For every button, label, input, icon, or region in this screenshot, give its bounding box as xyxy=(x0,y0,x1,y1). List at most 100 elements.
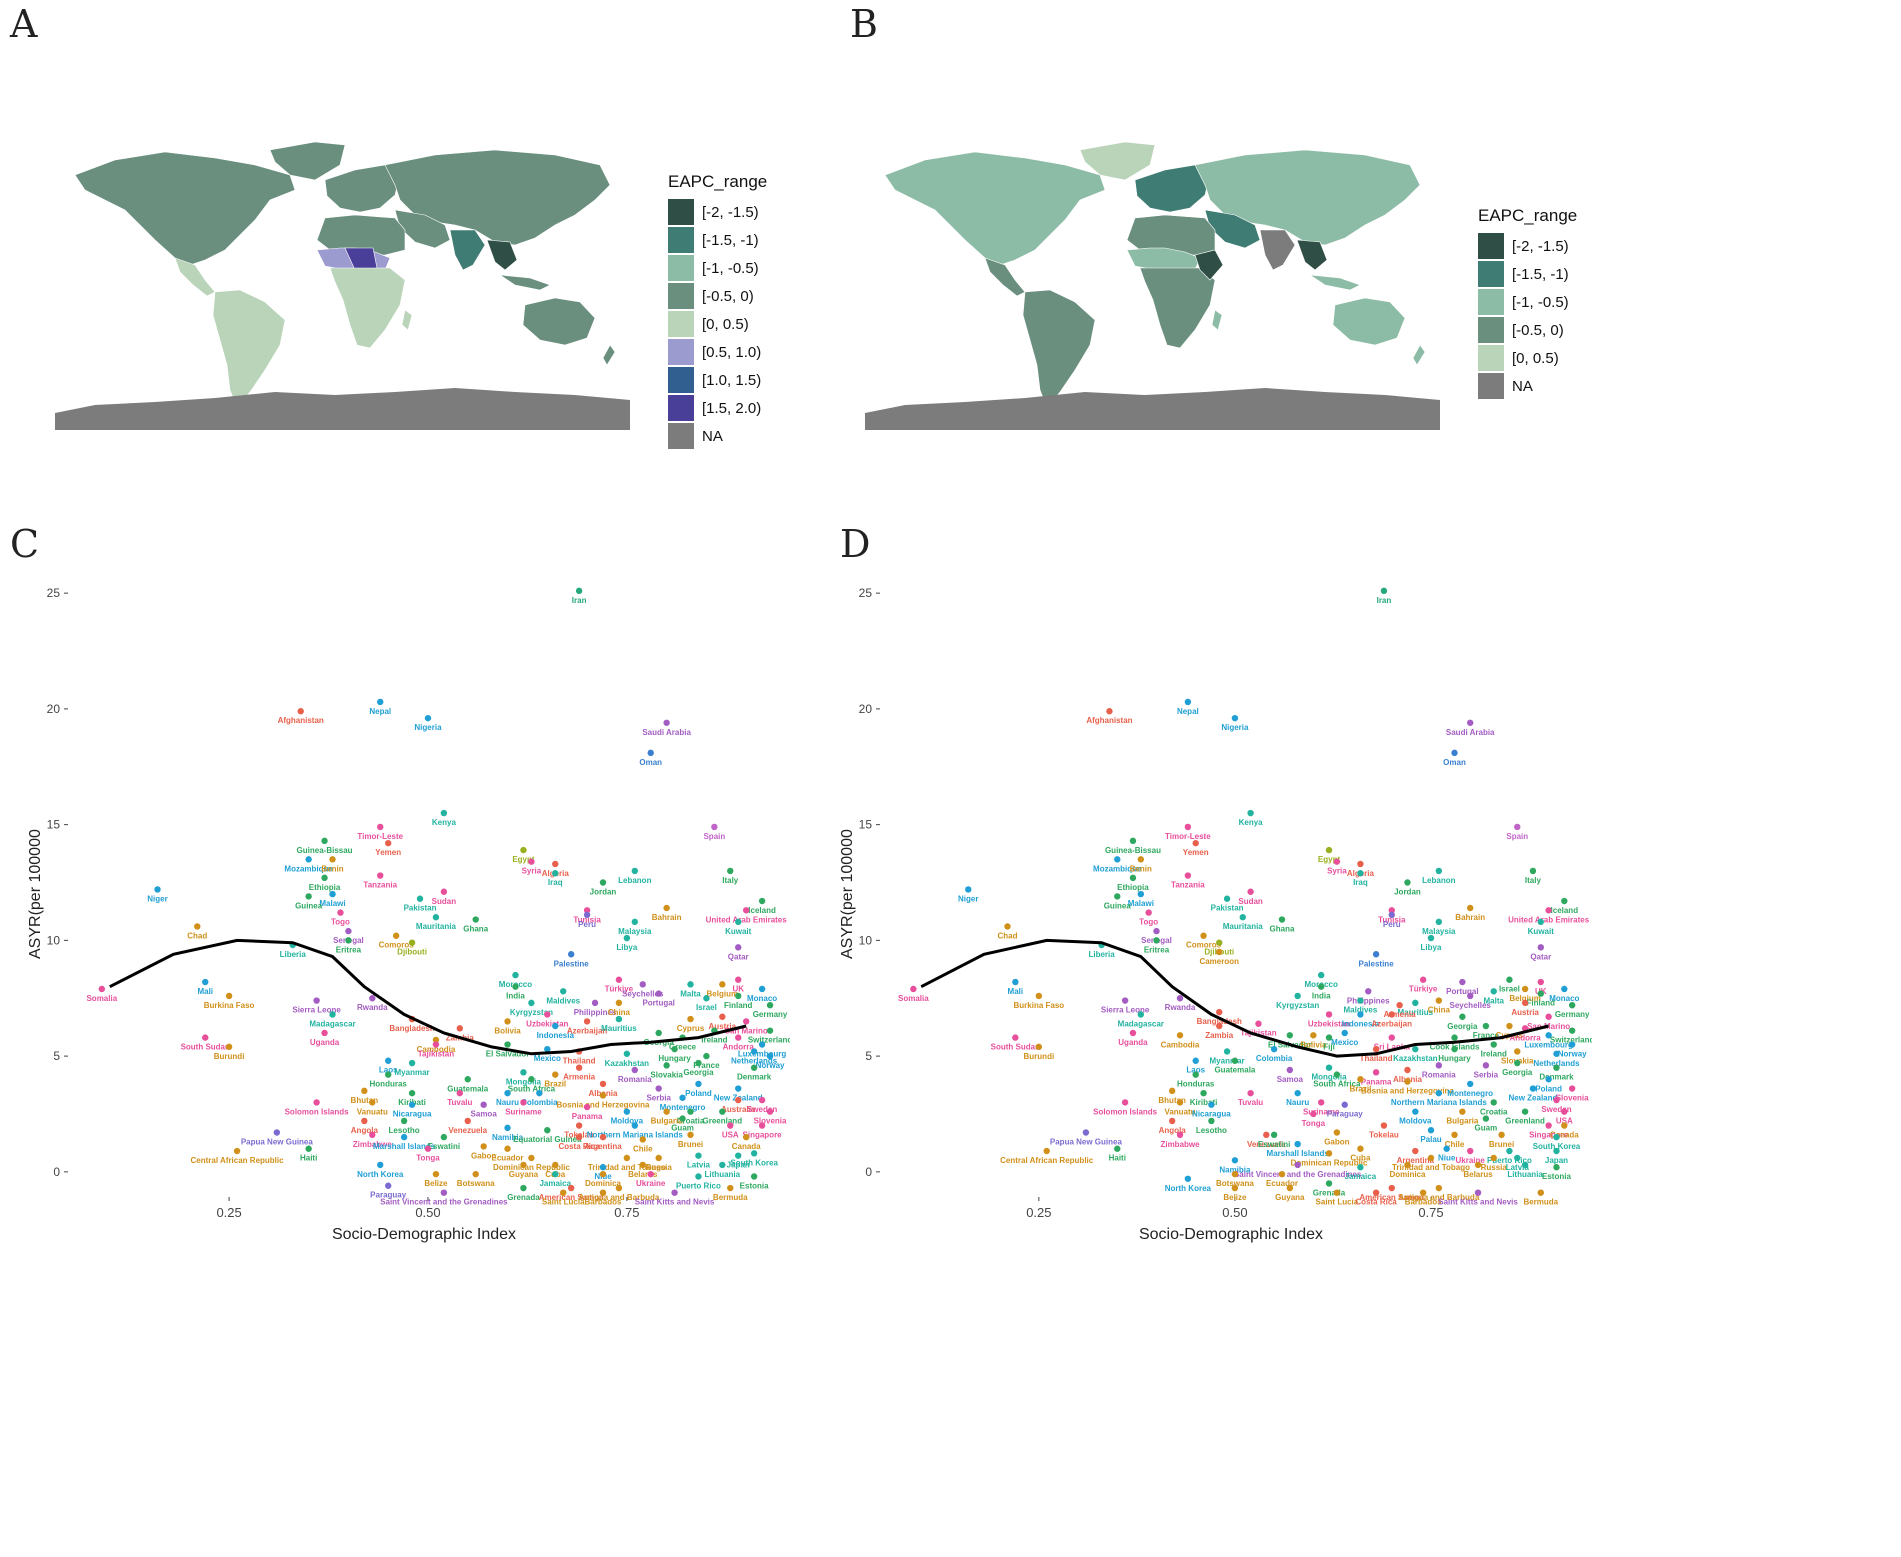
plot-d-point-label: Libya xyxy=(1421,943,1442,952)
plot-c-data-point xyxy=(464,1117,471,1125)
plot-d-data-point xyxy=(1388,911,1395,919)
plot-d-point-label: Mauritius xyxy=(1398,1008,1434,1017)
plot-d-point-label: Tuvalu xyxy=(1238,1098,1263,1107)
plot-d-point-label: Saint Lucia xyxy=(1316,1198,1359,1207)
plot-d-point-label: Romania xyxy=(1422,1070,1456,1079)
plot-c-point-label: South Africa xyxy=(508,1084,556,1093)
plot-d-point-label: Fiji xyxy=(1323,1043,1335,1052)
plot-c-data-point xyxy=(369,995,376,1002)
map-a-central-america xyxy=(174,257,216,297)
plot-d-data-point xyxy=(1325,1011,1333,1018)
plot-d-point-label: Gabon xyxy=(1324,1138,1349,1147)
plot-c-point-label: Syria xyxy=(522,867,542,876)
plot-d-data-point xyxy=(1317,971,1325,979)
plot-d-point-label: Georgia xyxy=(1502,1068,1533,1077)
plot-d-data-point xyxy=(1357,860,1364,868)
plot-d-point-label: Maldives xyxy=(1344,1006,1378,1015)
legend-a-row: [1.0, 1.5) xyxy=(668,366,767,394)
plot-d-point-label: Paraguay xyxy=(1327,1110,1364,1119)
plot-c-data-point xyxy=(663,719,670,726)
plot-d-data-point xyxy=(1435,1184,1443,1192)
legend-a-label: [0.5, 1.0) xyxy=(702,343,762,361)
plot-d-data-point xyxy=(1310,1032,1317,1039)
plot-d-point-label: American Samoa xyxy=(1359,1193,1424,1202)
map-b-greenland xyxy=(1079,141,1156,181)
plot-c-data-point xyxy=(599,1164,607,1171)
plot-c-data-point xyxy=(735,1085,742,1092)
plot-d-data-point xyxy=(1412,1147,1419,1155)
plot-d-point-label: Norway xyxy=(1558,1050,1587,1059)
plot-d-data-point xyxy=(1521,1108,1529,1115)
plot-d-point-label: Yemen xyxy=(1183,848,1209,857)
plot-d-data-point xyxy=(1521,985,1529,993)
plot-c-point-label: Palestine xyxy=(554,959,590,968)
plot-c-data-point xyxy=(552,1161,559,1169)
plot-d-point-label: Benin xyxy=(1130,864,1152,873)
plot-c-data-point xyxy=(520,846,527,854)
plot-d-data-point xyxy=(1435,918,1443,926)
panel-letter-a: A xyxy=(10,2,38,46)
plot-c-data-point xyxy=(758,1096,766,1104)
plot-d-point-label: Mexico xyxy=(1331,1038,1358,1047)
plot-d-point-label: Finland xyxy=(1527,999,1556,1008)
plot-d-point-label: Brazil xyxy=(1350,1084,1372,1093)
plot-d-point-label: Argentina xyxy=(1397,1156,1435,1165)
plot-d-point-label: Saint Vincent and the Grenadines xyxy=(1234,1170,1362,1179)
plot-c-point-label: Australia xyxy=(721,1105,756,1114)
plot-d-point-label: New Zealand xyxy=(1508,1094,1557,1103)
plot-d-point-label: Italy xyxy=(1525,876,1542,885)
plot-d-data-point xyxy=(1372,1189,1380,1196)
plot-d-data-point xyxy=(1553,1064,1560,1071)
plot-c-point-label: Norway xyxy=(756,1061,785,1070)
plot-d-point-label: Türkiye xyxy=(1409,985,1438,994)
plot-c-point-label: Spain xyxy=(703,832,725,841)
plot-d-point-label: Timor-Leste xyxy=(1165,832,1211,841)
plot-c-data-point xyxy=(313,997,320,1004)
plot-d-point-label: Qatar xyxy=(1530,952,1551,961)
plot-c-data-point xyxy=(735,1152,742,1159)
map-b-africa-south xyxy=(1139,267,1216,349)
plot-c-data-point xyxy=(472,916,479,923)
plot-c-data-point xyxy=(194,923,201,930)
plot-c-data-point xyxy=(742,907,750,914)
plot-c-data-point xyxy=(583,1018,591,1025)
plot-d-data-point xyxy=(1247,809,1254,817)
plot-d-point-label: Ireland xyxy=(1481,1050,1507,1059)
plot-c-point-label: Dominica xyxy=(585,1179,622,1188)
plot-d-data-point xyxy=(1200,932,1207,939)
plot-d-point-label: Nigeria xyxy=(1221,723,1249,732)
plot-d-data-point xyxy=(1106,708,1113,715)
plot-d-point-label: Northern Mariana Islands xyxy=(1391,1098,1488,1107)
plot-c-data-point xyxy=(480,1143,487,1150)
plot-c-point-label: Guinea xyxy=(295,901,323,910)
plot-c-point-label: Guinea-Bissau xyxy=(297,846,353,855)
plot-c-data-point xyxy=(623,1108,631,1115)
plot-c-data-point xyxy=(615,1015,623,1023)
plot-d-point-label: Poland xyxy=(1535,1084,1562,1093)
plot-d-point-label: Russia xyxy=(1481,1163,1508,1172)
plot-c-data-point xyxy=(766,1052,774,1060)
map-b-antarctica xyxy=(865,388,1440,430)
scatter-plot-d: 0 5 10 15 20 25 0.25 0.50 0.75 Socio-Demographic … xyxy=(839,586,1592,1243)
plot-c-point-label: Germany xyxy=(753,1010,788,1019)
map-a-africa-north xyxy=(316,214,406,256)
plot-c-data-point xyxy=(385,1182,392,1189)
map-a-australia xyxy=(522,297,596,346)
plot-d-point-label: Grenada xyxy=(1313,1188,1346,1197)
plot-c-data-point xyxy=(472,1170,479,1178)
plot-d-point-label: Spain xyxy=(1506,832,1528,841)
plot-d-point-label: Afghanistan xyxy=(1086,716,1132,725)
plot-c-point-label: Vanuatu xyxy=(357,1107,388,1116)
plot-c-point-label: Central African Republic xyxy=(191,1156,285,1165)
panel-letter-c: C xyxy=(10,522,40,566)
plot-d-data-point xyxy=(1545,907,1552,914)
plot-c-data-point xyxy=(544,1011,551,1018)
plot-c-point-label: Bolivia xyxy=(494,1026,521,1035)
plot-c-point-label: Portugal xyxy=(642,999,674,1008)
plot-d-point-label: United Arab Emirates xyxy=(1508,915,1590,924)
plot-c-point-label: Afghanistan xyxy=(278,716,324,725)
plot-c-data-point xyxy=(735,1034,742,1041)
legend-a-label: NA xyxy=(702,427,723,445)
plot-c-point-label: Guatemala xyxy=(447,1084,488,1093)
plot-d-ytick-label: 20 xyxy=(859,702,873,716)
